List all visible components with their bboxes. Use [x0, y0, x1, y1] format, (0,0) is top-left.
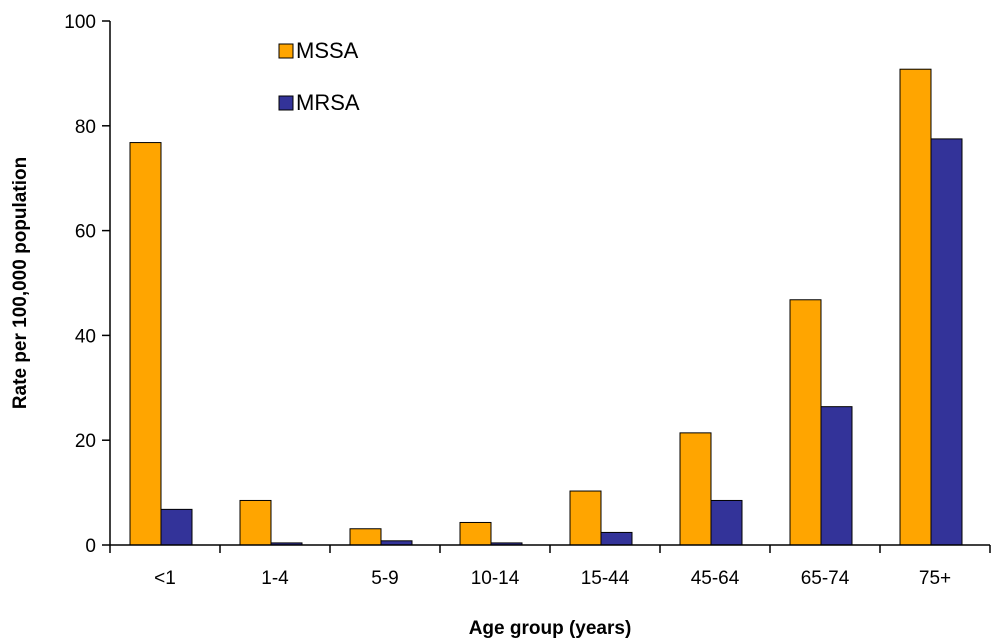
x-tick-label: 10-14 [471, 568, 520, 589]
bar-mssa-4 [569, 490, 602, 546]
y-tick-label: 60 [75, 222, 96, 243]
bar-mrsa-0 [160, 508, 193, 546]
y-tick-label: 20 [75, 431, 96, 452]
x-tick-label: 45-64 [691, 568, 740, 589]
bar-mrsa-5 [710, 499, 743, 546]
y-ticks: 0 20 40 60 80 100 [64, 12, 110, 557]
x-tick-label: 1-4 [261, 568, 289, 589]
legend-label-mssa: MSSA [296, 38, 359, 63]
x-tick-label: 65-74 [801, 568, 850, 589]
x-tick-label: 5-9 [371, 568, 398, 589]
bar-mrsa-7 [930, 138, 963, 546]
y-tick-label: 40 [75, 326, 96, 347]
legend-label-mrsa: MRSA [296, 90, 360, 115]
x-axis-title: Age group (years) [469, 618, 632, 639]
bar-mssa-3 [459, 521, 492, 546]
legend: MSSA MRSA [278, 38, 360, 115]
bar-mrsa-6 [820, 406, 853, 546]
bars-layer [129, 68, 963, 546]
y-tick-label: 100 [64, 12, 96, 33]
y-tick-label: 80 [75, 117, 96, 138]
x-tick-label: 15-44 [581, 568, 630, 589]
bar-mssa-6 [789, 299, 822, 546]
y-tick-label: 0 [85, 536, 96, 557]
bar-mssa-0 [129, 142, 162, 546]
axes-layer [109, 21, 990, 546]
bar-mssa-5 [679, 432, 712, 546]
bar-mssa-2 [349, 528, 382, 546]
y-axis-title: Rate per 100,000 population [10, 157, 31, 409]
x-tick-label: 75+ [919, 568, 951, 589]
x-ticks: <1 1-4 5-9 10-14 15-44 45-64 65-74 75+ [109, 545, 991, 589]
bar-mssa-1 [239, 499, 272, 546]
bar-mrsa-4 [600, 531, 633, 546]
bar-mssa-7 [899, 68, 932, 546]
legend-swatch-mrsa [278, 95, 294, 111]
legend-swatch-mssa [278, 43, 294, 59]
x-tick-label: <1 [154, 568, 176, 589]
